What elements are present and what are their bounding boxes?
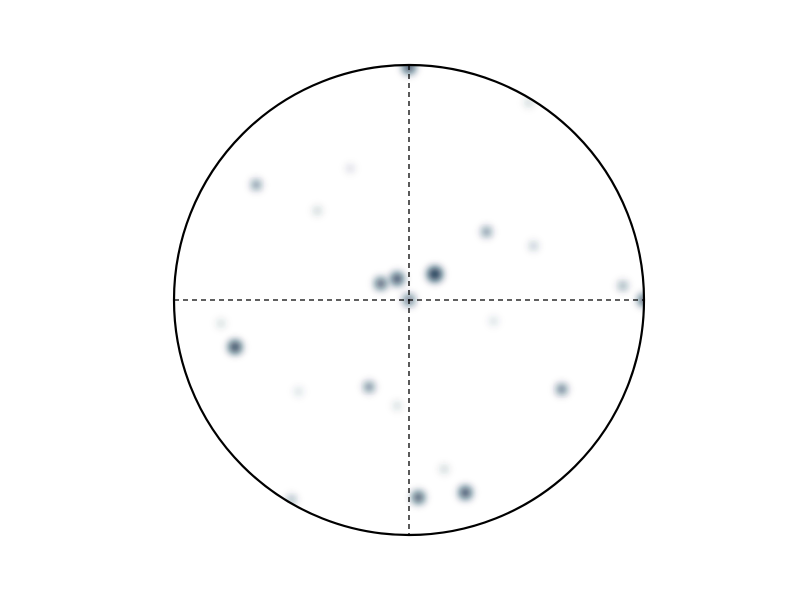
density-core bbox=[441, 466, 447, 472]
density-point bbox=[343, 162, 357, 175]
density-core bbox=[314, 208, 320, 214]
density-core bbox=[288, 496, 295, 503]
density-point bbox=[437, 462, 451, 476]
density-core bbox=[530, 243, 537, 249]
density-core bbox=[347, 166, 353, 171]
density-point bbox=[409, 488, 428, 507]
density-core bbox=[394, 403, 400, 409]
density-core bbox=[218, 321, 224, 326]
density-core bbox=[296, 389, 301, 395]
density-core bbox=[252, 181, 261, 189]
density-point bbox=[456, 483, 475, 502]
density-point bbox=[214, 317, 228, 330]
density-core bbox=[428, 268, 441, 281]
density-point bbox=[635, 291, 644, 309]
density-core bbox=[460, 487, 471, 498]
density-core bbox=[491, 318, 496, 324]
density-point bbox=[388, 269, 407, 289]
density-point bbox=[292, 385, 305, 399]
density-point bbox=[553, 381, 570, 398]
density-core bbox=[392, 273, 403, 285]
primitive-circle bbox=[172, 63, 646, 537]
density-core bbox=[376, 278, 386, 289]
density-point bbox=[372, 274, 390, 293]
density-point bbox=[361, 378, 378, 395]
density-core bbox=[229, 341, 241, 353]
density-layer bbox=[214, 65, 644, 507]
density-point bbox=[225, 337, 245, 357]
density-core bbox=[619, 282, 627, 290]
density-point bbox=[390, 399, 404, 413]
density-core bbox=[557, 385, 566, 394]
density-halo bbox=[635, 291, 644, 309]
density-core bbox=[526, 100, 532, 106]
density-core bbox=[413, 492, 424, 503]
density-point bbox=[248, 177, 265, 193]
density-point bbox=[424, 264, 445, 285]
density-core bbox=[365, 382, 374, 391]
density-point bbox=[310, 204, 324, 218]
density-core bbox=[482, 228, 491, 236]
density-core bbox=[639, 295, 644, 305]
density-point bbox=[487, 314, 500, 328]
density-point bbox=[478, 224, 495, 240]
density-point bbox=[526, 239, 541, 253]
density-point bbox=[615, 278, 631, 294]
